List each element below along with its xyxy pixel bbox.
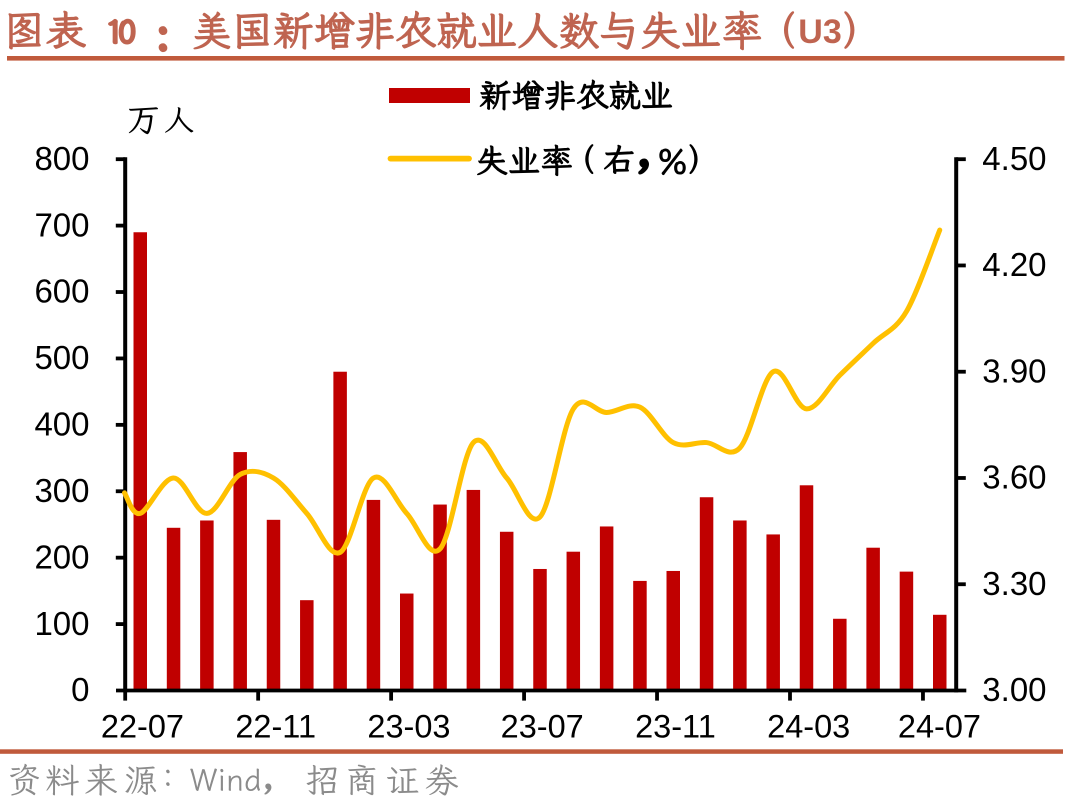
svg-text:3.00: 3.00 (982, 671, 1046, 708)
svg-text:500: 500 (34, 339, 89, 376)
svg-text:300: 300 (34, 472, 89, 509)
svg-text:24-07: 24-07 (898, 709, 981, 745)
svg-text:100: 100 (34, 605, 89, 642)
svg-text:600: 600 (34, 273, 89, 310)
svg-text:700: 700 (34, 206, 89, 243)
svg-text:4.20: 4.20 (982, 246, 1046, 283)
svg-text:22-07: 22-07 (101, 709, 184, 745)
svg-text:U3: U3 (798, 13, 841, 51)
svg-text:23-11: 23-11 (635, 709, 716, 745)
svg-text:24-03: 24-03 (767, 709, 850, 745)
svg-text:400: 400 (34, 406, 89, 443)
svg-text:3.30: 3.30 (982, 565, 1046, 602)
svg-text:23-07: 23-07 (501, 709, 584, 745)
svg-text:3.60: 3.60 (982, 459, 1046, 496)
svg-text:22-11: 22-11 (235, 709, 316, 745)
svg-text:23-03: 23-03 (367, 709, 450, 745)
svg-text:800: 800 (34, 140, 89, 177)
svg-text:4.50: 4.50 (982, 140, 1046, 177)
svg-text:3.90: 3.90 (982, 352, 1046, 389)
svg-text:200: 200 (34, 538, 89, 575)
svg-text:0: 0 (71, 671, 89, 708)
